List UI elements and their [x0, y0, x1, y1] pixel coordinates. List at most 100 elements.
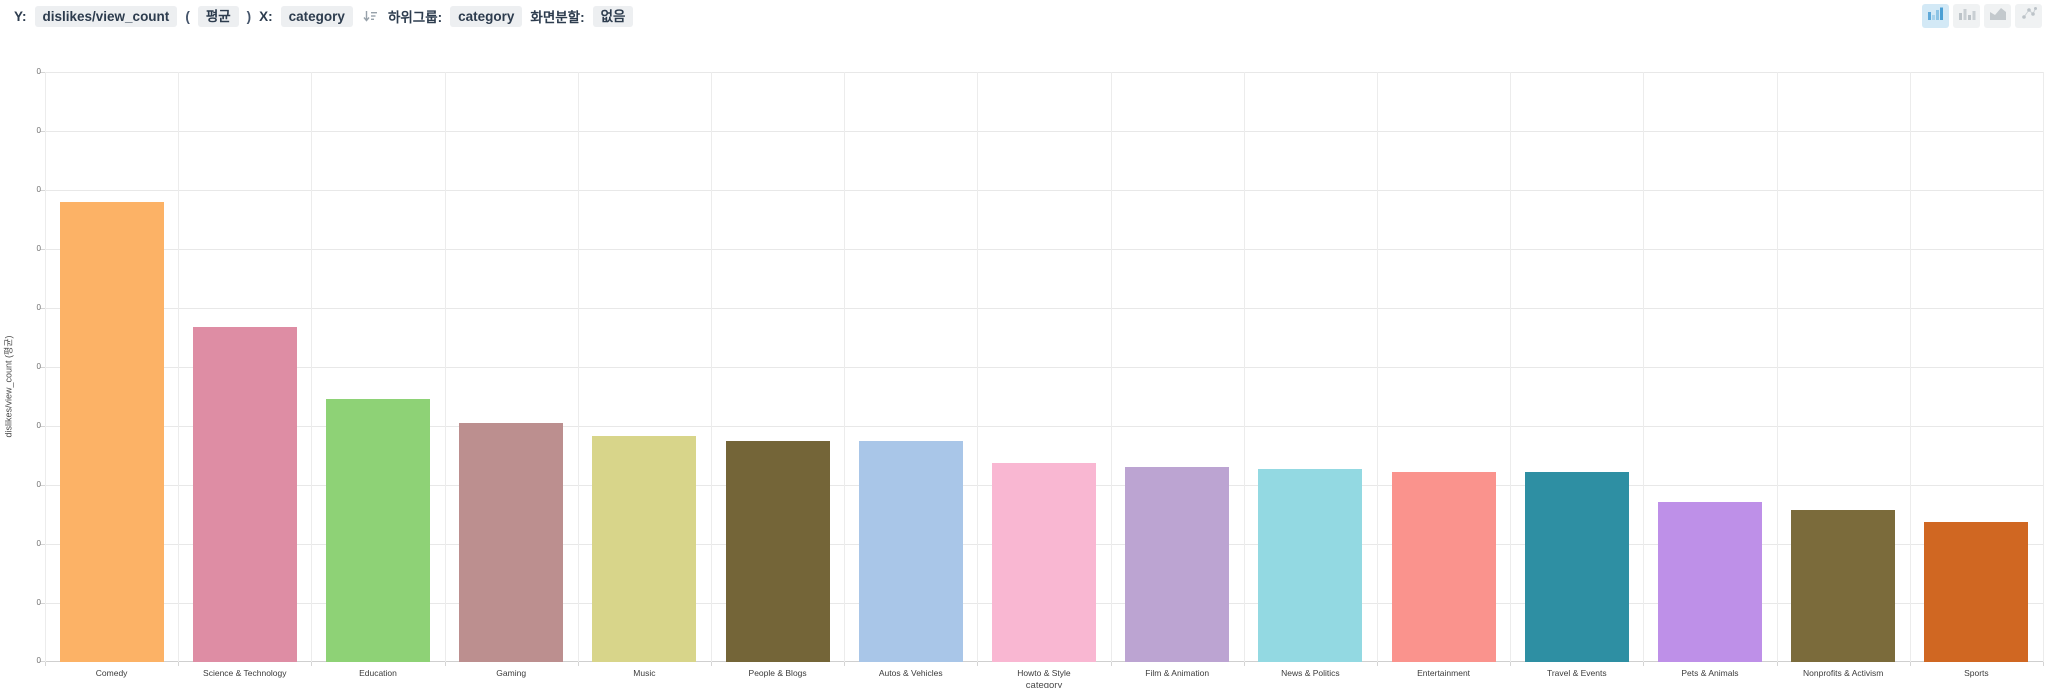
- y-tick-mark: [40, 661, 45, 662]
- bar-music[interactable]: [592, 436, 697, 662]
- y-tick-mark: [40, 367, 45, 368]
- y-axis-title: dislikes/view_count (평균): [3, 335, 14, 438]
- x-tick-mark: [2043, 662, 2044, 666]
- bar-entertainment[interactable]: [1391, 472, 1496, 662]
- y-tick-mark: [40, 603, 45, 604]
- gridline-vertical: [711, 72, 712, 662]
- y-tick-label: 0: [36, 598, 41, 607]
- column-chart-icon: [1958, 6, 1976, 26]
- sort-descending-icon[interactable]: [363, 9, 378, 23]
- x-tick-mark: [1777, 662, 1778, 666]
- x-tick-label: Education: [359, 668, 397, 678]
- x-tick-label: Travel & Events: [1546, 668, 1607, 678]
- x-tick-label: Nonprofits & Activism: [1803, 668, 1884, 678]
- subgroup-label: 하위그룹:: [387, 10, 443, 25]
- y-tick-label: 0: [36, 126, 41, 135]
- gridline-vertical: [178, 72, 179, 662]
- gridline-horizontal: [45, 72, 2043, 73]
- bar-nonprofits-activism[interactable]: [1791, 510, 1896, 662]
- x-tick-label: News & Politics: [1281, 668, 1340, 678]
- y-tick-mark: [40, 249, 45, 250]
- bar-education[interactable]: [326, 399, 430, 662]
- x-tick-label: Gaming: [496, 668, 527, 678]
- bar-news-politics[interactable]: [1258, 469, 1363, 662]
- x-field-selector[interactable]: category: [280, 5, 353, 27]
- scatter-chart-icon: [2020, 6, 2038, 26]
- x-tick-mark: [311, 662, 312, 666]
- area-chart-icon: [1989, 6, 2007, 26]
- x-tick-mark: [1910, 662, 1911, 666]
- chart-type-bar-button[interactable]: [1922, 4, 1949, 28]
- x-tick-label: Comedy: [95, 668, 128, 678]
- x-tick-label: Autos & Vehicles: [878, 668, 943, 678]
- x-tick-mark: [578, 662, 579, 666]
- y-tick-label: 0: [36, 185, 41, 194]
- gridline-vertical: [1244, 72, 1245, 662]
- gridline-vertical: [578, 72, 579, 662]
- bar-sports[interactable]: [1924, 522, 2029, 662]
- x-tick-mark: [1244, 662, 1245, 666]
- y-tick-label: 0: [36, 480, 41, 489]
- paren-close: ): [246, 8, 252, 24]
- bar-comedy[interactable]: [59, 202, 164, 662]
- x-tick-label: Entertainment: [1417, 668, 1471, 678]
- x-tick-mark: [1510, 662, 1511, 666]
- x-tick-label: Pets & Animals: [1681, 668, 1739, 678]
- aggregation-selector[interactable]: 평균: [197, 5, 239, 27]
- y-tick-mark: [40, 72, 45, 73]
- x-tick-mark: [1111, 662, 1112, 666]
- bar-chart-icon: [1927, 6, 1945, 26]
- x-tick-mark: [844, 662, 845, 666]
- subgroup-field-selector[interactable]: category: [450, 5, 523, 27]
- gridline-vertical: [1510, 72, 1511, 662]
- y-tick-mark: [40, 544, 45, 545]
- x-tick-mark: [1377, 662, 1378, 666]
- gridline-vertical: [844, 72, 845, 662]
- chart-type-switcher: [1922, 4, 2042, 28]
- gridline-vertical: [1777, 72, 1778, 662]
- chart-type-scatter-button[interactable]: [2015, 4, 2042, 28]
- y-axis-prefix-label: Y:: [14, 8, 27, 24]
- plot-area: category 0 0 0 0 0 0 0 0 0 0 0 Comedy Science & Tech…: [37, 67, 2044, 688]
- gridline-horizontal: [45, 131, 2043, 132]
- gridline-horizontal: [45, 249, 2043, 250]
- y-tick-mark: [40, 485, 45, 486]
- bar-autos-vehicles[interactable]: [858, 441, 963, 662]
- y-tick-label: 0: [36, 303, 41, 312]
- y-tick-mark: [40, 131, 45, 132]
- bar-gaming[interactable]: [459, 423, 564, 662]
- gridline-horizontal: [45, 426, 2043, 427]
- x-tick-label: Film & Animation: [1145, 668, 1210, 678]
- y-tick-mark: [40, 190, 45, 191]
- bar-pets-animals[interactable]: [1658, 502, 1762, 662]
- y-tick-label: 0: [36, 244, 41, 253]
- paren-open: (: [185, 8, 190, 24]
- chart-type-area-button[interactable]: [1984, 4, 2011, 28]
- bar-travel-events[interactable]: [1524, 472, 1629, 662]
- x-tick-mark: [45, 662, 46, 666]
- gridline-vertical: [45, 72, 46, 662]
- split-selector[interactable]: 없음: [592, 5, 634, 27]
- x-tick-mark: [977, 662, 978, 666]
- chart-type-column-button[interactable]: [1953, 4, 1980, 28]
- gridline-vertical: [2043, 72, 2044, 662]
- gridline-horizontal: [45, 190, 2043, 191]
- axis-controls: Y: dislikes/view_count ( 평균 ) X: categor…: [14, 5, 634, 27]
- y-field-selector[interactable]: dislikes/view_count: [34, 5, 178, 27]
- x-tick-label: People & Blogs: [748, 668, 807, 678]
- x-axis-prefix-label: X:: [259, 8, 273, 24]
- bar-people-blogs[interactable]: [725, 441, 830, 662]
- bar-film-animation[interactable]: [1125, 467, 1230, 662]
- x-axis-title: category: [1025, 680, 1063, 688]
- bar-science-technology[interactable]: [192, 327, 297, 662]
- gridline-horizontal: [45, 367, 2043, 368]
- toolbar: Y: dislikes/view_count ( 평균 ) X: categor…: [0, 0, 2048, 32]
- gridline-vertical: [1111, 72, 1112, 662]
- gridline-vertical: [311, 72, 312, 662]
- y-tick-label: 0: [36, 362, 41, 371]
- bar-howto-style[interactable]: [992, 463, 1096, 662]
- x-tick-label: Howto & Style: [1017, 668, 1071, 678]
- y-tick-mark: [40, 426, 45, 427]
- x-tick-mark: [711, 662, 712, 666]
